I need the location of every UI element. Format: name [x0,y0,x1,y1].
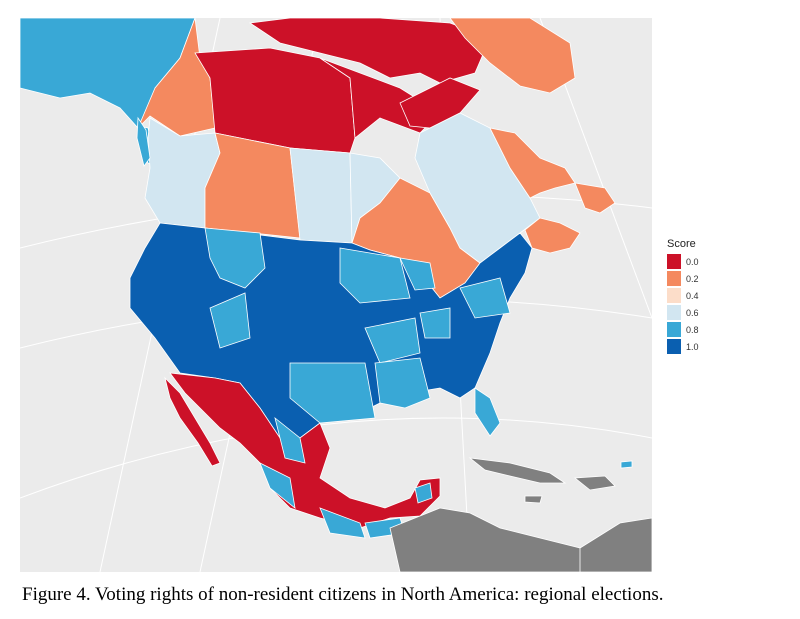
legend-swatch [667,254,681,269]
map-svg [20,18,652,572]
legend-row: 0.2 [667,270,699,287]
region-alberta [204,132,301,239]
legend-title: Score [667,238,696,250]
region-jamaica [524,495,543,504]
legend-swatch [667,271,681,286]
legend-swatch [667,305,681,320]
legend-items: 0.0 0.2 0.4 0.6 0.8 1.0 [667,253,699,355]
region-vancouver-island [136,116,151,167]
region-saskatchewan [289,147,353,244]
region-greenland [449,18,576,94]
legend-label: 0.2 [686,273,699,284]
region-hispaniola [573,475,616,491]
legend: Score 0.0 0.2 0.4 0.6 0.8 1.0 [667,238,699,355]
legend-row: 0.0 [667,253,699,270]
region-mexico-score-08 [259,416,433,539]
legend-label: 0.4 [686,290,699,301]
legend-label: 0.8 [686,324,699,335]
map-panel [20,18,652,572]
legend-label: 0.6 [686,307,699,318]
legend-label: 0.0 [686,256,699,267]
region-south-america [579,517,652,572]
legend-swatch [667,288,681,303]
legend-row: 0.6 [667,304,699,321]
region-maritimes [524,217,581,254]
legend-row: 0.8 [667,321,699,338]
region-cuba [468,457,567,484]
region-northwest-territories [194,47,356,154]
legend-row: 1.0 [667,338,699,355]
region-usa-score-08 [204,227,511,437]
legend-swatch [667,339,681,354]
region-puerto-rico [620,460,633,469]
region-baja-california [164,376,221,467]
legend-row: 0.4 [667,287,699,304]
region-nunavut-baffin [399,77,481,129]
figure-caption: Figure 4. Voting rights of non-resident … [22,584,664,605]
legend-swatch [667,322,681,337]
legend-label: 1.0 [686,341,699,352]
region-newfoundland-island [574,182,616,214]
region-newfoundland-labrador [489,127,576,199]
